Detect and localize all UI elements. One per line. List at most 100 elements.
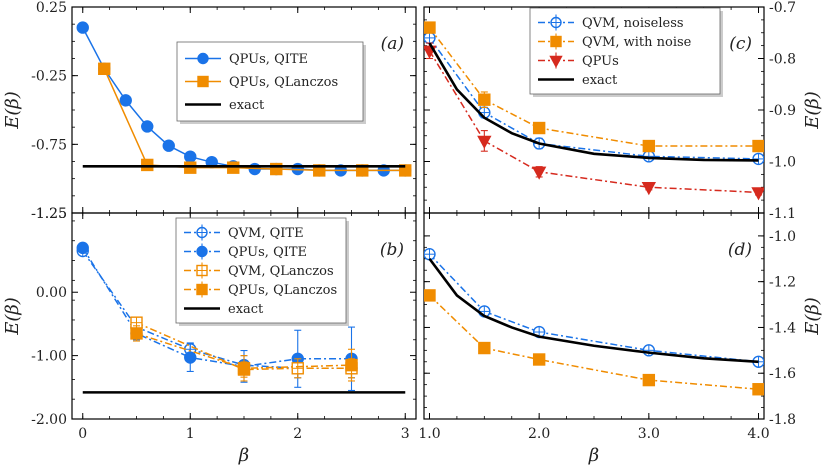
legend-entry: QPUs, QLanczos (185, 75, 338, 90)
data-point (197, 75, 209, 88)
plot-area (76, 21, 412, 177)
x-tick-label: 3 (401, 426, 410, 442)
x-tick-label: 4.0 (747, 426, 769, 442)
y-tick-label: -2.00 (31, 412, 67, 428)
data-point (751, 187, 764, 201)
legend-label: exact (229, 98, 265, 113)
data-point (642, 139, 656, 153)
data-point (752, 383, 764, 396)
data-point (313, 164, 326, 177)
data-point (227, 161, 240, 174)
legend-entry: QPUs, QITE (185, 52, 308, 67)
data-point (184, 150, 197, 163)
panel-b: 0 1 2 3 -1.25 0.00 -1.00 -2.00 E(β) β (b) QVM, QITE… (2, 206, 417, 466)
y-tick-label: -1.25 (31, 206, 67, 222)
y-tick-label: -0.75 (31, 137, 67, 153)
series-line (428, 257, 759, 364)
legend-entry: QVM, with noise (538, 33, 692, 50)
legend-label: QVM, QITE (228, 226, 304, 241)
y-tick-label: -0.8 (769, 52, 796, 68)
panel-label: (d) (728, 240, 752, 260)
legend-box (176, 41, 364, 122)
y-tick-label: -0.9 (769, 103, 796, 119)
y-tick-label: 0.25 (36, 0, 67, 16)
x-axis-label: β (588, 445, 599, 466)
data-point (270, 162, 283, 176)
data-point (641, 182, 657, 196)
legend-entry: QPUs (538, 52, 619, 69)
series-exact (428, 257, 759, 364)
legend-label: exact (582, 73, 618, 88)
data-point (196, 283, 208, 296)
y-tick-label: -1.8 (769, 412, 796, 428)
y-axis-label: E(β) (802, 297, 823, 336)
y-axis-label: E(β) (2, 91, 23, 130)
data-point (531, 166, 547, 180)
panel-label: (a) (381, 34, 404, 54)
x-axis-label: β (238, 445, 249, 466)
x-tick-label: 1.0 (418, 426, 440, 442)
legend-label: QPUs (582, 54, 619, 69)
legend-label: QPUs, QLanczos (229, 75, 338, 90)
y-axis-label: E(β) (802, 91, 823, 130)
legend-entry: QPUs, QLanczos (184, 281, 337, 298)
data-point (184, 161, 197, 174)
series-exact (428, 42, 759, 162)
plot-area (424, 248, 764, 396)
y-tick-label: -1.1 (769, 206, 796, 222)
panel-c: -0.7 -0.8 -0.9 -1.0 -1.1 E(β) (c) QVM, noiseles… (423, 0, 823, 222)
y-axis-label: E(β) (2, 297, 23, 336)
data-point (424, 21, 436, 34)
legend: QVM, noiseless QVM, with noise QPUs exact (529, 7, 723, 97)
legend: QPUs, QITE QPUs, QLanczos exact (176, 41, 366, 124)
data-point (532, 353, 546, 366)
legend-label: QVM, noiseless (582, 16, 684, 31)
y-tick-label: -1.0 (769, 229, 796, 245)
data-point (478, 341, 491, 355)
y-tick-label: -1.0 (769, 155, 796, 171)
series-qpus-qlanczos (130, 325, 358, 382)
data-point (237, 362, 251, 375)
legend-label: exact (228, 302, 264, 317)
data-point (478, 93, 491, 106)
y-tick-label: 0.00 (36, 285, 67, 301)
data-point (76, 21, 89, 34)
legend-label: QPUs, QLanczos (228, 283, 337, 298)
series-qvm-with-noise (424, 289, 764, 396)
data-point (141, 158, 154, 172)
data-point (130, 327, 143, 340)
data-point (196, 245, 208, 258)
data-point (76, 241, 89, 255)
x-tick-label: 1 (186, 426, 195, 442)
x-tick-label: 2.0 (528, 426, 550, 442)
data-point (477, 135, 492, 149)
data-point (184, 351, 197, 364)
data-point (162, 139, 175, 152)
series-qpus (424, 42, 764, 201)
x-tick-label: 3.0 (638, 426, 660, 442)
y-tick-label: -1.6 (769, 366, 796, 382)
plot-area (76, 241, 406, 394)
y-tick-label: -0.7 (769, 0, 796, 16)
series-line (136, 321, 352, 371)
legend-entry: exact (538, 73, 618, 88)
data-point (752, 139, 764, 153)
legend-entry: exact (185, 98, 265, 113)
data-point (642, 373, 656, 387)
y-tick-label: -0.25 (31, 69, 67, 85)
panel-label: (c) (729, 34, 752, 54)
data-point (345, 358, 358, 372)
legend-entry: QPUs, QITE (184, 243, 307, 260)
legend-entry: QVM, noiseless (538, 14, 684, 31)
data-point (399, 164, 412, 177)
data-point (197, 52, 209, 65)
y-tick-label: -1.4 (769, 320, 796, 336)
data-point (119, 94, 132, 107)
panel-label: (b) (380, 240, 404, 260)
legend: QVM, QITE QPUs, QITE QVM, QLanczos QPUs, QL… (175, 217, 349, 326)
panel-frame (423, 212, 765, 420)
data-point (532, 121, 546, 135)
series-line (428, 42, 759, 162)
legend-label: QPUs, QITE (228, 245, 307, 260)
plot-area (424, 21, 764, 201)
